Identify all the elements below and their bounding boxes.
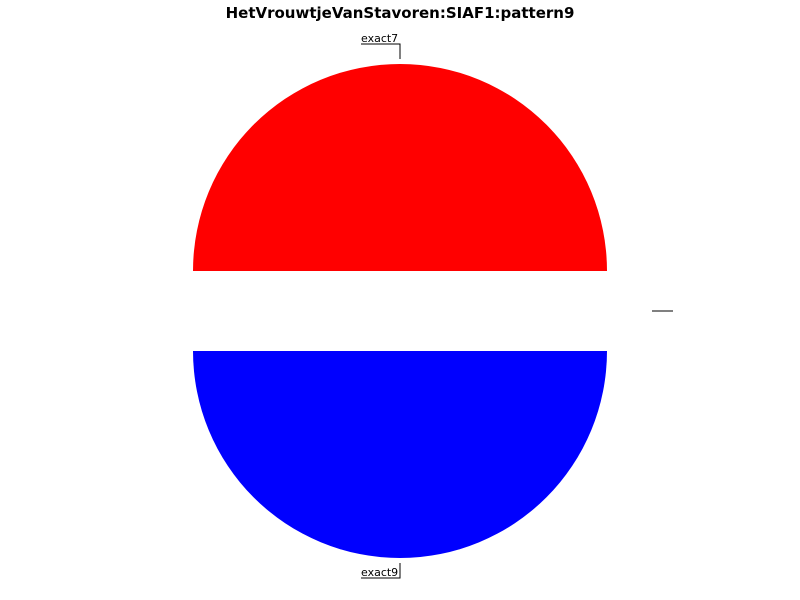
leader-line-exact7 (361, 43, 401, 59)
pie-slice-exact9 (193, 351, 607, 558)
slice-label-exact9: exact9 (361, 566, 398, 579)
slice-label-exact7: exact7 (361, 32, 398, 45)
chart-title: HetVrouwtjeVanStavoren:SIAF1:pattern9 (226, 4, 575, 22)
slice-label-exact9-group: exact9 (361, 563, 401, 579)
pie-slice-exact7 (193, 64, 607, 271)
leader-line-exact9 (361, 563, 401, 579)
slice-label-exact7-group: exact7 (361, 32, 401, 59)
